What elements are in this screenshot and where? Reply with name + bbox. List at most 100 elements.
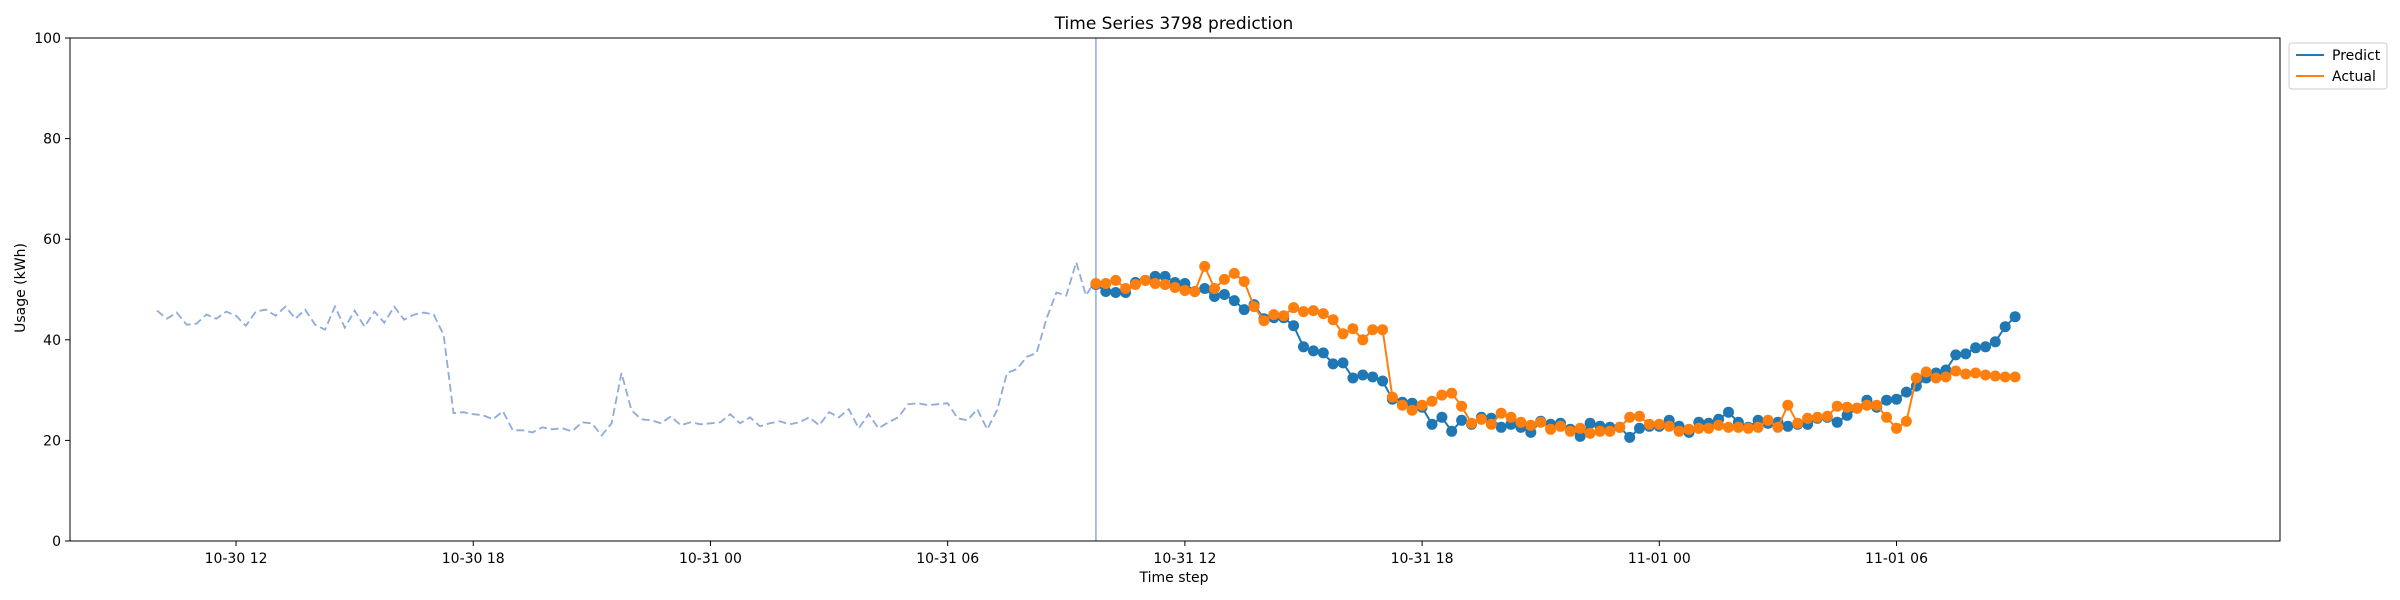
data-point-actual (1663, 420, 1675, 432)
data-point-predict (1950, 349, 1962, 361)
data-point-actual (1100, 278, 1112, 289)
data-point-predict (1100, 286, 1112, 297)
data-point-actual (1742, 422, 1754, 434)
data-point-predict (1891, 393, 1902, 405)
y-tick-label: 0 (52, 534, 61, 550)
chart-title: Time Series 3798 prediction (1054, 14, 1294, 34)
data-point-predict (1327, 358, 1339, 370)
data-point-actual (1189, 286, 1201, 297)
legend-label-actual: Actual (2332, 69, 2376, 85)
data-point-actual (1298, 306, 1309, 318)
data-point-actual (1327, 314, 1339, 326)
data-point-predict (1159, 270, 1171, 282)
data-point-actual (1614, 421, 1626, 433)
data-point-actual (1307, 305, 1319, 317)
y-tick-label: 60 (43, 232, 61, 248)
x-tick-label: 10-30 12 (205, 551, 268, 567)
data-point-predict (1495, 421, 1507, 433)
data-point-actual (1475, 413, 1487, 425)
data-point-actual (1347, 323, 1359, 335)
data-point-actual (1199, 260, 1211, 272)
data-point-predict (1782, 420, 1794, 432)
data-point-actual (1970, 367, 1982, 379)
data-point-predict (1436, 411, 1448, 423)
data-point-predict (1624, 431, 1636, 443)
y-tick-label: 20 (43, 433, 61, 449)
data-point-actual (1574, 422, 1586, 434)
data-point-actual (1278, 310, 1290, 322)
data-point-actual (1337, 328, 1349, 340)
data-point-actual (1130, 279, 1141, 290)
data-point-actual (1999, 371, 2011, 383)
y-tick-label: 40 (43, 333, 61, 349)
data-point-actual (1357, 334, 1369, 346)
x-tick-label: 10-30 18 (442, 551, 505, 567)
data-point-predict (1199, 283, 1211, 294)
data-point-predict (2009, 311, 2021, 323)
data-point-actual (1179, 285, 1191, 296)
data-point-predict (1456, 414, 1468, 426)
data-point-actual (1624, 411, 1636, 423)
data-point-actual (1802, 412, 1814, 424)
data-point-actual (1485, 418, 1497, 430)
data-point-actual (1238, 276, 1250, 287)
y-axis-label: Usage (kWh) (13, 243, 29, 333)
data-point-actual (1218, 273, 1230, 285)
data-point-predict (1574, 430, 1586, 442)
data-point-predict (1634, 422, 1645, 434)
data-point-actual (1317, 308, 1329, 320)
data-point-actual (1367, 324, 1379, 336)
data-point-actual (1139, 274, 1151, 286)
data-point-actual (1643, 418, 1655, 430)
data-point-actual (1881, 411, 1893, 423)
x-tick-label: 10-31 06 (916, 551, 979, 567)
data-point-predict (1228, 295, 1240, 307)
data-point-predict (1209, 291, 1220, 302)
data-point-actual (1861, 399, 1873, 411)
plot-frame (69, 37, 2281, 542)
data-point-predict (1110, 287, 1122, 298)
data-point-actual (1406, 404, 1418, 416)
data-point-actual (1891, 422, 1902, 434)
data-point-actual (1525, 419, 1537, 431)
data-point-actual (1377, 324, 1389, 336)
data-point-actual (1446, 387, 1458, 399)
y-tick-label: 100 (34, 31, 61, 47)
data-point-actual (1960, 368, 1972, 380)
data-point-actual (1456, 400, 1468, 412)
data-point-actual (1673, 425, 1685, 437)
data-point-actual (1811, 411, 1823, 423)
data-point-predict (1347, 372, 1359, 384)
data-point-actual (1713, 419, 1725, 431)
data-point-actual (1436, 389, 1448, 401)
data-point-actual (1268, 309, 1280, 321)
data-point-actual (1989, 370, 2001, 382)
data-point-actual (1732, 421, 1744, 433)
data-point-actual (1515, 416, 1527, 428)
data-point-actual (1535, 416, 1547, 428)
data-point-actual (1120, 283, 1132, 294)
data-point-predict (1723, 406, 1734, 418)
data-point-actual (1683, 423, 1695, 435)
data-point-predict (1238, 304, 1250, 316)
data-point-actual (1792, 417, 1804, 429)
data-point-actual (1555, 420, 1566, 432)
data-point-actual (1772, 421, 1784, 433)
data-point-actual (1209, 283, 1220, 294)
data-point-actual (1841, 401, 1853, 413)
data-point-predict (1841, 409, 1853, 421)
data-point-actual (1821, 410, 1833, 422)
data-point-actual (1594, 425, 1606, 437)
data-point-actual (1752, 421, 1764, 433)
history-line (156, 259, 1107, 437)
data-point-predict (1317, 347, 1329, 359)
data-point-predict (1989, 336, 2001, 348)
data-point-predict (1584, 417, 1596, 429)
x-axis-label: Time step (1139, 570, 1209, 586)
data-point-actual (1653, 418, 1665, 430)
data-point-actual (1159, 279, 1171, 290)
data-point-actual (1930, 372, 1942, 384)
data-point-predict (1970, 342, 1982, 354)
